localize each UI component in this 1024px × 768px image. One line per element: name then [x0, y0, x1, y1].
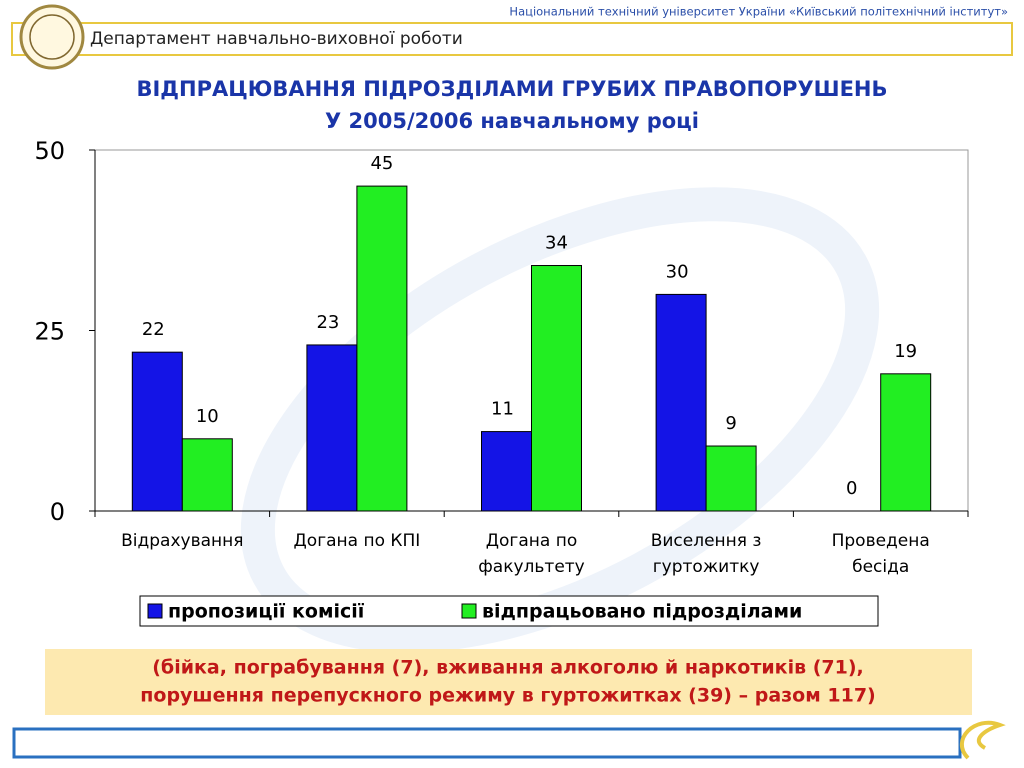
footnote-line: (бійка, пограбування (7), вживання алког… [152, 657, 864, 679]
footnote-line: порушення перепускного режиму в гуртожит… [140, 685, 875, 707]
value-label: 34 [545, 233, 568, 254]
value-label: 0 [846, 478, 857, 499]
value-label: 23 [316, 312, 339, 333]
logo-ring [29, 14, 75, 60]
x-tick-label: Відрахування [121, 531, 243, 551]
value-label: 11 [491, 399, 514, 420]
x-tick-label: гуртожитку [653, 557, 760, 577]
legend-box [139, 595, 879, 627]
legend-swatch [147, 603, 163, 619]
bar [655, 293, 707, 512]
legend-label: відпрацьовано підрозділами [482, 601, 802, 623]
bar [481, 431, 532, 512]
university-name: Національний технічний університет Украї… [509, 5, 1008, 19]
value-label: 19 [894, 341, 917, 362]
bar [880, 373, 932, 512]
legend-label: пропозиції комісії [168, 601, 365, 623]
value-label: 22 [142, 319, 165, 340]
chart-subtitle: У 2005/2006 навчальному році [325, 109, 699, 133]
legend-swatch [461, 603, 477, 619]
y-tick-label: 50 [34, 137, 65, 165]
x-tick-label: факультету [478, 557, 585, 577]
bar [131, 351, 183, 512]
y-tick-label: 25 [34, 318, 65, 346]
header-bar [11, 22, 1013, 56]
bar [531, 265, 582, 512]
footer-logo [960, 720, 1006, 760]
bar [356, 185, 408, 512]
chart-title: ВІДПРАЦЮВАННЯ ПІДРОЗДІЛАМИ ГРУБИХ ПРАВОП… [136, 77, 887, 101]
bar [181, 438, 233, 512]
bar [705, 445, 757, 512]
x-tick-label: Виселення з [651, 531, 762, 551]
footer-bar [12, 727, 962, 759]
value-label: 45 [370, 153, 393, 174]
department-name: Департамент навчально-виховної роботи [90, 29, 463, 49]
background-swirl [240, 187, 880, 653]
value-label: 10 [196, 406, 219, 427]
x-tick-label: Проведена [832, 531, 930, 551]
x-tick-label: Догана по [486, 531, 577, 551]
footnote-box [45, 649, 972, 715]
value-label: 9 [725, 413, 736, 434]
bar [306, 344, 358, 512]
x-tick-label: Догана по КПІ [294, 531, 421, 551]
value-label: 30 [666, 261, 689, 282]
x-tick-label: бесіда [852, 557, 909, 577]
y-tick-label: 0 [50, 498, 65, 526]
